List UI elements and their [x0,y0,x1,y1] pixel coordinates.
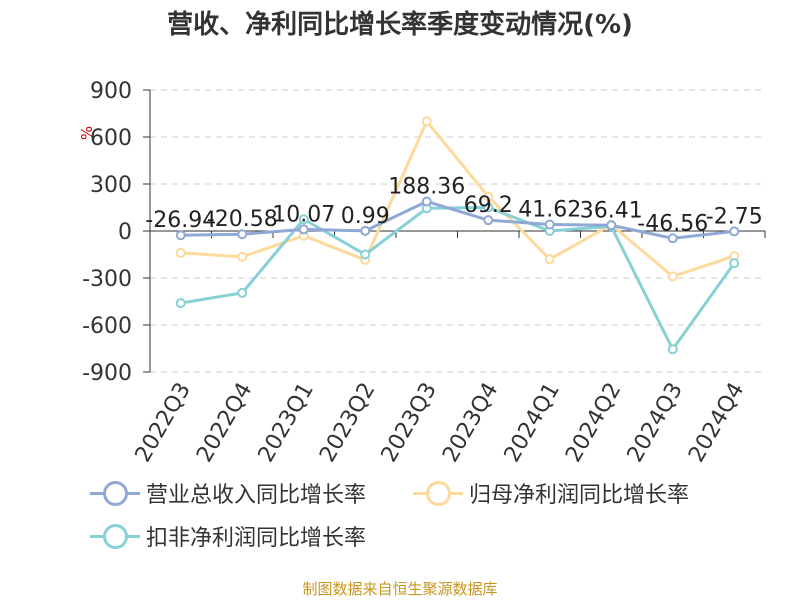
x-tick-label: 2024Q4 [684,379,749,467]
data-label-revenue: -46.56 [637,211,708,236]
x-tick-label: 2023Q4 [438,379,503,467]
point-revenue [544,219,555,230]
x-tick-label: 2024Q1 [500,379,565,467]
chart-title: 营收、净利同比增长率季度变动情况(%) [167,10,633,40]
x-tick-label: 2022Q3 [131,379,196,467]
point-net-profit [667,271,678,282]
series-line-revenue [180,199,735,240]
y-tick-label: 300 [90,173,132,198]
data-label-revenue: -2.75 [706,204,763,229]
point-deducted-profit [298,214,309,225]
point-net-profit [175,247,186,258]
y-tick-label: -900 [82,361,132,386]
point-revenue [298,224,309,235]
series-line-deducted-profit [180,206,736,351]
point-net-profit [237,251,248,262]
point-deducted-profit [729,258,740,269]
legend-item-revenue[interactable]: 营业总收入同比增长率 [90,478,366,508]
data-label-revenue: 0.99 [341,204,390,229]
grid-layer [150,89,765,373]
point-net-profit [483,191,494,202]
y-tick-label: 600 [90,126,132,151]
data-label-revenue: -26.94 [145,208,216,233]
x-tick-label: 2024Q2 [561,379,626,467]
legend-label-net-profit: 归母净利润同比增长率 [469,483,690,508]
legend-swatch-deducted-profit [90,521,140,551]
point-revenue [729,226,740,237]
series-line-net-profit [180,119,735,278]
data-label-revenue: -20.58 [207,207,278,232]
point-revenue [606,220,617,231]
legend-label-deducted-profit: 扣非净利润同比增长率 [146,526,367,551]
point-net-profit [544,254,555,265]
point-deducted-profit [667,344,678,355]
data-label-revenue: 69.2 [464,193,513,218]
point-revenue [237,229,248,240]
legend-item-deducted-profit[interactable]: 扣非净利润同比增长率 [90,521,366,551]
point-deducted-profit [483,202,494,213]
y-tick-label: -300 [82,267,132,292]
point-net-profit [421,116,432,127]
y-tick-label: 0 [118,220,132,245]
data-label-revenue: 10.07 [272,202,335,227]
y-axis-label: % [78,126,96,140]
point-revenue [421,196,432,207]
data-label-revenue: 36.41 [580,198,643,223]
x-tick-label: 2024Q3 [623,379,688,467]
x-tick-label: 2023Q1 [254,379,319,467]
footer-source: 制图数据来自恒生聚源数据库 [302,580,498,598]
legend-label-revenue: 营业总收入同比增长率 [146,483,367,508]
point-revenue [483,215,494,226]
point-deducted-profit [237,287,248,298]
point-deducted-profit [175,298,186,309]
legend-swatch-revenue [90,478,140,508]
point-revenue [175,230,186,241]
y-tick-label: -600 [82,314,132,339]
x-tick-label: 2023Q3 [377,379,442,467]
y-tick-label: 900 [90,79,132,104]
legend-item-net-profit[interactable]: 归母净利润同比增长率 [413,478,689,508]
point-revenue [667,233,678,244]
data-label-revenue: 188.36 [388,174,465,199]
data-label-revenue: 41.62 [518,197,581,222]
x-tick-label: 2022Q4 [192,379,257,467]
point-revenue [360,225,371,236]
series-layer [175,116,740,355]
x-tick-label: 2023Q2 [315,379,380,467]
point-deducted-profit [360,249,371,260]
legend-swatch-net-profit [413,478,463,508]
